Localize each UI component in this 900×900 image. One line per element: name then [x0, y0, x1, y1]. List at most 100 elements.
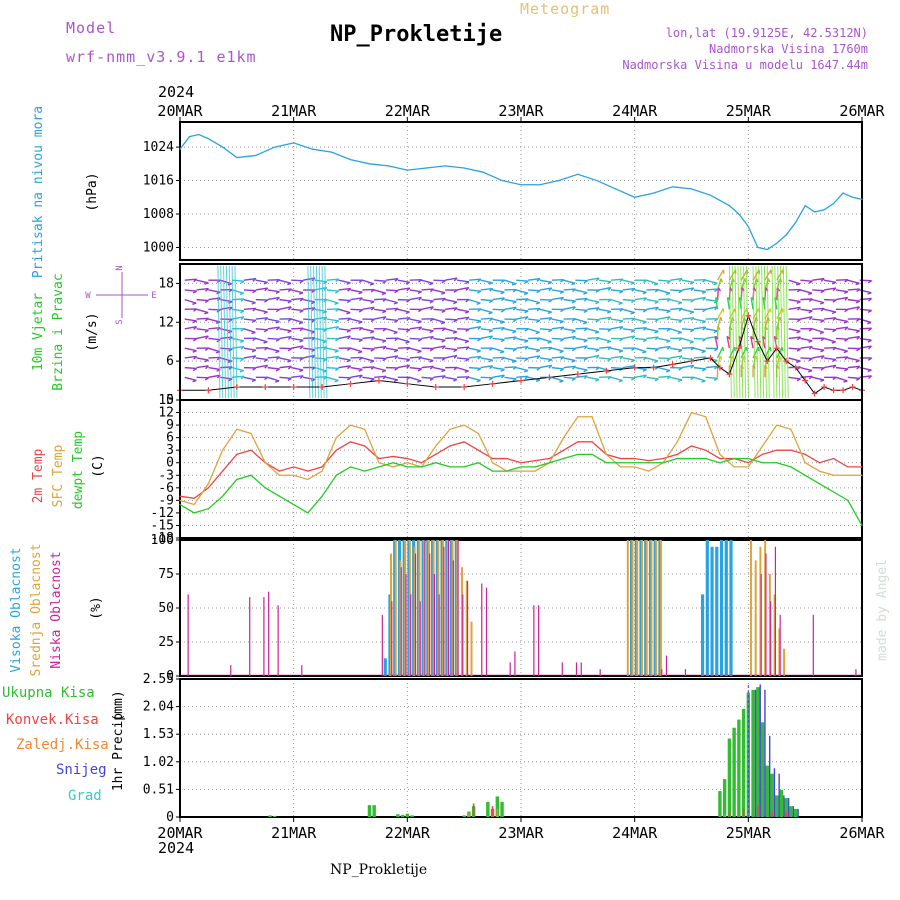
wind-arrow — [480, 279, 493, 284]
pressure-point — [747, 225, 749, 228]
snow-bar — [773, 768, 776, 817]
wind-arrow — [634, 308, 647, 311]
wind-arrow — [385, 355, 398, 359]
total-precip-bar — [273, 815, 277, 817]
wind-arrow — [326, 289, 339, 292]
wind-arrow — [776, 287, 779, 300]
wind-arrow — [622, 287, 635, 291]
wind-arrowhead — [607, 310, 612, 314]
panel-frame-wind — [179, 263, 863, 401]
wind-arrowhead — [701, 291, 707, 295]
wind-arrowhead — [654, 300, 659, 304]
wind-arrowhead — [440, 321, 446, 325]
temp-2m-line-point — [321, 466, 323, 468]
wind-arrowhead — [631, 335, 636, 340]
wind-arrowhead — [536, 349, 541, 353]
wind-arrow — [279, 298, 292, 302]
wind-arrowhead — [334, 302, 339, 305]
pressure-point — [368, 163, 371, 165]
wind-arrow — [291, 327, 304, 330]
wind-band-line — [307, 265, 311, 399]
wind-arrow — [539, 364, 552, 369]
wind-arrowhead — [820, 307, 825, 312]
wind-arrowhead — [500, 368, 505, 372]
wind-arrowhead — [501, 297, 505, 302]
wind-arrowhead — [548, 287, 553, 292]
wind-band-line — [225, 265, 229, 399]
wind-arrow — [812, 318, 825, 322]
wind-arrowhead — [678, 307, 683, 312]
y-tick-label: 1.53 — [143, 727, 174, 742]
wind-arrow — [457, 328, 470, 330]
total-precip-bar — [372, 805, 376, 817]
wind-arrowhead — [263, 311, 268, 315]
wind-arrow — [726, 336, 731, 349]
total-precip-bar — [765, 765, 769, 817]
wind-arrowhead — [453, 289, 458, 293]
pressure-point — [222, 146, 224, 148]
wind-arrow — [385, 298, 398, 304]
wind-arrow — [800, 289, 813, 294]
low-cloud-bar — [448, 540, 450, 676]
wind-arrowhead — [417, 380, 422, 383]
wind-arrowhead — [776, 364, 780, 370]
wind-arrowhead — [500, 356, 505, 361]
wind-arrow — [812, 307, 825, 311]
wind-arrowhead — [797, 306, 801, 311]
low-cloud-bar — [381, 614, 383, 676]
wind-arrow — [184, 289, 197, 292]
low-cloud-bar — [765, 553, 767, 676]
wind-band-line — [774, 265, 778, 399]
wind-arrow — [788, 279, 801, 285]
temp-2m-line-point — [591, 441, 593, 443]
wind-arrow — [255, 337, 268, 343]
wind-arrowhead — [796, 289, 801, 293]
wind-arrow — [350, 347, 363, 353]
total-precip-bar — [486, 801, 490, 817]
wind-arrow — [456, 308, 469, 313]
wind-arrowhead — [831, 311, 837, 315]
wind-arrowhead — [500, 309, 505, 313]
wind-arrowhead — [334, 350, 339, 353]
wind-arrow — [445, 307, 458, 311]
wind-band-line — [315, 265, 319, 399]
ylabel-precip-unit: (mm) — [111, 690, 126, 721]
temp-2m-line-point — [776, 449, 778, 451]
wind-arrowhead — [334, 290, 340, 294]
wind-arrowhead — [595, 378, 600, 382]
wind-arrow — [670, 298, 682, 304]
wind-band-line — [761, 265, 765, 399]
wind-arrowhead — [465, 328, 470, 332]
wind-arrowhead — [535, 301, 540, 305]
wind-arrow — [291, 366, 304, 371]
meteogram-label: Meteogram — [520, 0, 611, 18]
wind-arrowhead — [560, 296, 565, 301]
wind-arrow — [326, 298, 339, 304]
wind-arrowhead — [678, 349, 683, 353]
temp-2m-line-point — [278, 470, 281, 472]
wind-arrowhead — [595, 337, 600, 341]
wind-arrow — [693, 366, 706, 370]
wind-band-line — [731, 265, 735, 399]
wind-arrow — [445, 298, 458, 303]
ylabel-pressure-unit: (hPa) — [85, 172, 100, 211]
wind-arrow — [291, 279, 304, 282]
wind-arrow — [184, 318, 197, 322]
y-tick-label: -18 — [151, 531, 174, 546]
wind-arrowhead — [264, 376, 269, 381]
wind-arrowhead — [807, 292, 813, 296]
wind-arrow — [196, 376, 209, 379]
wind-arrow — [812, 277, 825, 281]
temp-sfc-line-point — [520, 470, 522, 472]
snow-bar — [778, 773, 780, 817]
wind-arrowhead — [500, 351, 505, 354]
wind-arrow — [539, 308, 552, 313]
wind-arrowhead — [358, 339, 363, 343]
wind-arrowhead — [832, 347, 837, 351]
wind-arrowhead — [370, 336, 375, 341]
wind-arrow — [338, 317, 351, 320]
wind-arrow — [291, 318, 304, 324]
wind-arrowhead — [607, 346, 612, 351]
low-cloud-bar — [538, 605, 540, 676]
wind-arrowhead — [275, 308, 281, 313]
